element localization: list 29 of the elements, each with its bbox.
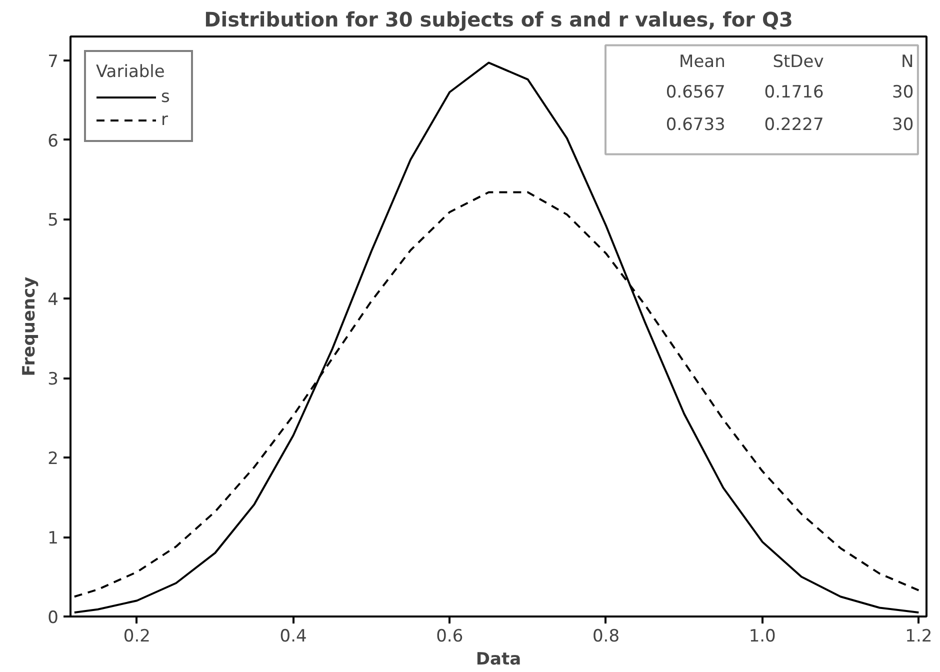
x-tick-label: 0.4 xyxy=(280,626,307,646)
annotation: 0.6567 xyxy=(666,82,726,103)
x-tick-label: 0.8 xyxy=(592,626,620,646)
x-tick-label: 0.2 xyxy=(123,626,150,646)
y-tick-label: 5 xyxy=(48,210,59,231)
y-tick-label: 1 xyxy=(48,528,59,549)
x-tick-label: 1.2 xyxy=(905,626,932,646)
annotation: 0.2227 xyxy=(764,115,824,136)
y-tick-label: 3 xyxy=(48,370,59,390)
annotation: Mean xyxy=(679,52,726,72)
y-tick-label: 7 xyxy=(48,52,59,72)
annotation: 30 xyxy=(892,82,914,103)
x-tick-label: 1.0 xyxy=(748,626,776,646)
legend-label: s xyxy=(161,87,171,107)
y-axis-title: Frequency xyxy=(20,276,40,376)
legend-title: Variable xyxy=(96,62,166,82)
x-axis-title: Data xyxy=(476,650,522,670)
legend-label: r xyxy=(161,110,169,130)
chart-title: Distribution for 30 subjects of s and r values, for Q3 xyxy=(204,8,793,32)
y-tick-label: 6 xyxy=(48,131,59,152)
annotation: N xyxy=(900,52,914,72)
y-tick-label: 2 xyxy=(48,449,59,470)
annotation: 30 xyxy=(892,115,914,136)
annotation: 0.1716 xyxy=(764,82,824,103)
y-tick-label: 4 xyxy=(48,290,59,310)
x-tick-label: 0.6 xyxy=(436,626,464,646)
annotation: 0.6733 xyxy=(666,115,726,136)
y-tick-label: 0 xyxy=(48,608,59,628)
annotation: StDev xyxy=(772,52,824,72)
